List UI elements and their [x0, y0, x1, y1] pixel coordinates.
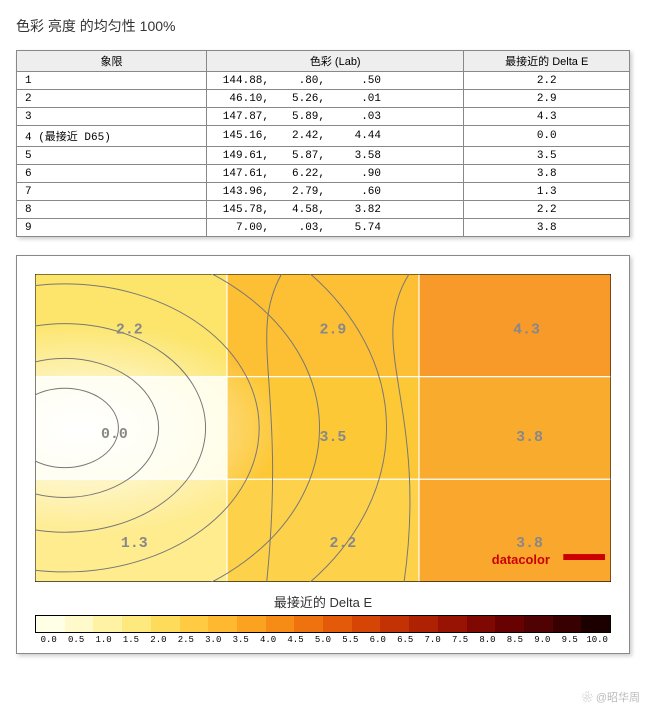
cell-deltae: 3.5 [464, 147, 630, 165]
cell-quadrant: 7 [17, 183, 207, 201]
svg-text:2.2: 2.2 [329, 536, 356, 552]
cell-deltae: 1.3 [464, 183, 630, 201]
cell-lab: 46.10,5.26,.01 [207, 90, 464, 108]
cell-lab: 147.61,6.22,.90 [207, 165, 464, 183]
data-table: 象限 色彩 (Lab) 最接近的 Delta E 1144.88,.80,.50… [16, 50, 630, 237]
table-row: 97.00,.03,5.743.8 [17, 219, 630, 237]
cell-deltae: 2.9 [464, 90, 630, 108]
data-table-container: 象限 色彩 (Lab) 最接近的 Delta E 1144.88,.80,.50… [16, 50, 630, 237]
svg-text:3.8: 3.8 [516, 430, 543, 446]
svg-text:1.3: 1.3 [121, 536, 148, 552]
heatmap-container: 2.22.94.30.03.53.81.32.23.8datacolor 最接近… [16, 255, 630, 654]
table-row: 3147.87,5.89,.034.3 [17, 108, 630, 126]
cell-lab: 143.96,2.79,.60 [207, 183, 464, 201]
table-row: 7143.96,2.79,.601.3 [17, 183, 630, 201]
table-row: 246.10,5.26,.012.9 [17, 90, 630, 108]
svg-text:2.9: 2.9 [320, 323, 347, 339]
cell-lab: 145.78,4.58,3.82 [207, 201, 464, 219]
col-header-quadrant: 象限 [17, 51, 207, 72]
cell-lab: 145.16,2.42,4.44 [207, 126, 464, 147]
table-row: 4 (最接近 D65)145.16,2.42,4.440.0 [17, 126, 630, 147]
svg-text:3.5: 3.5 [320, 430, 347, 446]
svg-text:datacolor: datacolor [492, 552, 550, 567]
chart-caption: 最接近的 Delta E [35, 592, 611, 611]
svg-text:0.0: 0.0 [101, 427, 128, 443]
watermark: ❀ @昭华周 [582, 689, 640, 705]
colorbar-ticks: 0.00.51.01.52.02.53.03.54.04.55.05.56.06… [35, 635, 611, 645]
colorbar [35, 615, 611, 633]
cell-deltae: 3.8 [464, 219, 630, 237]
svg-text:3.8: 3.8 [516, 536, 543, 552]
cell-deltae: 2.2 [464, 72, 630, 90]
col-header-lab: 色彩 (Lab) [207, 51, 464, 72]
page-title: 色彩 亮度 的均匀性 100% [16, 16, 630, 36]
cell-deltae: 2.2 [464, 201, 630, 219]
cell-quadrant: 9 [17, 219, 207, 237]
col-header-deltae: 最接近的 Delta E [464, 51, 630, 72]
cell-deltae: 3.8 [464, 165, 630, 183]
cell-quadrant: 4 (最接近 D65) [17, 126, 207, 147]
cell-quadrant: 6 [17, 165, 207, 183]
table-row: 6147.61,6.22,.903.8 [17, 165, 630, 183]
cell-quadrant: 3 [17, 108, 207, 126]
cell-quadrant: 8 [17, 201, 207, 219]
heatmap: 2.22.94.30.03.53.81.32.23.8datacolor [35, 274, 611, 584]
table-row: 5149.61,5.87,3.583.5 [17, 147, 630, 165]
table-row: 1144.88,.80,.502.2 [17, 72, 630, 90]
svg-text:2.2: 2.2 [116, 323, 143, 339]
cell-deltae: 4.3 [464, 108, 630, 126]
cell-lab: 144.88,.80,.50 [207, 72, 464, 90]
cell-deltae: 0.0 [464, 126, 630, 147]
cell-lab: 7.00,.03,5.74 [207, 219, 464, 237]
cell-lab: 149.61,5.87,3.58 [207, 147, 464, 165]
table-row: 8145.78,4.58,3.822.2 [17, 201, 630, 219]
cell-quadrant: 5 [17, 147, 207, 165]
svg-text:4.3: 4.3 [513, 323, 540, 339]
cell-lab: 147.87,5.89,.03 [207, 108, 464, 126]
cell-quadrant: 1 [17, 72, 207, 90]
cell-quadrant: 2 [17, 90, 207, 108]
